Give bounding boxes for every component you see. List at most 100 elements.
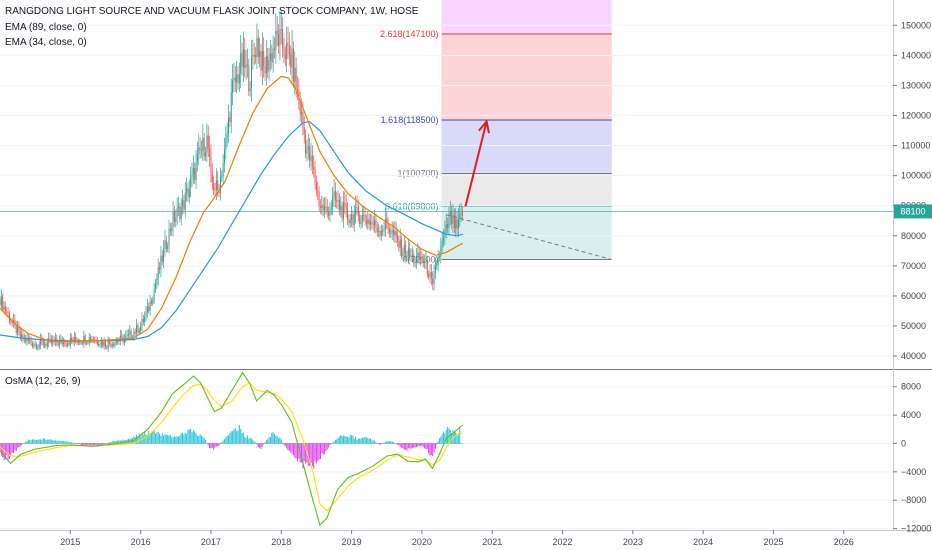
osma-bar xyxy=(67,441,69,444)
fib-level-label: 2.618(147100) xyxy=(380,29,439,39)
osma-bar xyxy=(46,439,48,444)
candle-body xyxy=(407,248,409,257)
price-axis-label: 100000 xyxy=(901,171,931,181)
candle-body xyxy=(411,254,413,256)
candle-body xyxy=(157,267,159,280)
candle-body xyxy=(367,219,369,224)
candle-body xyxy=(409,248,411,257)
osma-bar xyxy=(278,438,280,444)
candle-body xyxy=(269,53,271,60)
candle-body xyxy=(169,228,171,232)
time-axis-label: 2019 xyxy=(342,537,362,547)
osma-bar xyxy=(415,443,417,448)
osma-bar xyxy=(351,435,353,444)
candle-body xyxy=(244,49,246,68)
osma-bar xyxy=(22,443,24,444)
osma-bar xyxy=(191,431,193,444)
osma-bar xyxy=(80,443,82,446)
osma-bar xyxy=(290,443,292,453)
candle-body xyxy=(305,135,307,154)
price-axis-label: 110000 xyxy=(901,141,930,151)
candle-body xyxy=(149,300,151,311)
osma-bar xyxy=(301,443,303,463)
osma-bar xyxy=(226,435,228,444)
candle-body xyxy=(280,29,282,31)
candle-body xyxy=(288,46,290,55)
candle-body xyxy=(345,205,347,209)
osma-bar xyxy=(432,443,434,457)
osma-bar xyxy=(374,440,376,444)
candle-body xyxy=(256,38,258,58)
osma-bar xyxy=(242,432,244,444)
osma-bar xyxy=(60,441,62,444)
osma-bar xyxy=(103,443,105,445)
osma-bar xyxy=(322,443,324,455)
ema89-legend: EMA (89, close, 0) xyxy=(5,22,87,33)
osma-bar xyxy=(137,436,139,444)
candle-body xyxy=(278,34,280,46)
osma-bar xyxy=(172,437,174,444)
candle-body xyxy=(397,236,399,242)
osma-bar xyxy=(253,441,255,444)
osma-macd-line xyxy=(0,371,464,527)
candle-body xyxy=(176,208,178,217)
candle-body xyxy=(333,191,335,198)
price-axis-label: 70000 xyxy=(901,261,926,271)
osma-bar xyxy=(284,443,286,447)
osma-bar xyxy=(245,438,247,444)
time-axis-label: 2018 xyxy=(271,537,291,547)
candle-body xyxy=(191,173,193,178)
osma-bar xyxy=(296,443,298,462)
candle-body xyxy=(387,223,389,229)
osma-bar xyxy=(344,435,346,444)
candle-body xyxy=(73,336,75,342)
candle-body xyxy=(165,240,167,250)
fib-band xyxy=(441,33,612,120)
osma-bar xyxy=(90,443,92,447)
candle-body xyxy=(364,215,366,221)
candle-body xyxy=(391,229,393,233)
osma-bar xyxy=(205,439,207,444)
osma-bar xyxy=(17,443,19,448)
osma-bar xyxy=(378,443,380,445)
osma-bar xyxy=(194,431,196,444)
osma-bar xyxy=(305,443,307,464)
candle-body xyxy=(252,54,254,58)
osma-bar xyxy=(451,432,453,444)
osma-axis-label: 4000 xyxy=(901,410,921,420)
candle-body xyxy=(415,255,417,263)
osma-bar xyxy=(430,443,432,456)
osma-bar xyxy=(413,443,415,448)
candle-body xyxy=(18,327,20,332)
osma-bar xyxy=(398,443,400,446)
candle-body xyxy=(292,48,294,82)
osma-bar xyxy=(275,435,277,444)
candle-body xyxy=(138,330,140,333)
osma-bar xyxy=(72,442,74,444)
candle-body xyxy=(49,338,51,340)
osma-bar xyxy=(324,443,326,455)
osma-bar xyxy=(73,443,75,444)
osma-bar xyxy=(53,440,55,444)
osma-bar xyxy=(25,441,27,444)
osma-bar xyxy=(397,443,399,445)
candle-body xyxy=(22,334,24,340)
osma-bar xyxy=(271,432,273,444)
candle-body xyxy=(296,89,298,91)
osma-bar xyxy=(50,439,52,444)
candle-body xyxy=(460,212,462,215)
candle-body xyxy=(168,228,170,247)
candle-body xyxy=(80,342,82,344)
osma-bar xyxy=(407,443,409,449)
osma-bar xyxy=(272,432,274,444)
candle-body xyxy=(68,343,70,345)
osma-bar xyxy=(190,428,192,444)
osma-bar xyxy=(69,442,71,444)
candle-body xyxy=(177,206,179,209)
time-axis-label: 2022 xyxy=(553,537,573,547)
osma-bar xyxy=(61,441,63,444)
candle-body xyxy=(386,218,388,224)
osma-bar xyxy=(329,443,331,446)
candle-body xyxy=(44,344,46,346)
candle-body xyxy=(199,147,201,151)
